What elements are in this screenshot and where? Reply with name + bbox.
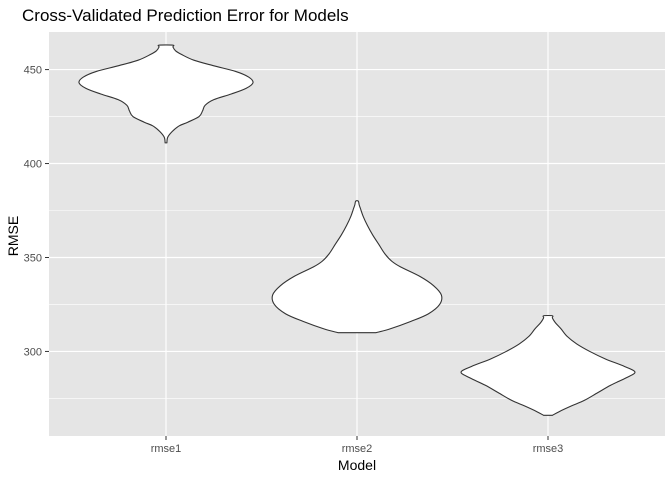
x-axis-title: Model xyxy=(338,457,376,473)
violin-rmse1 xyxy=(78,44,254,144)
x-tick-label-rmse3: rmse3 xyxy=(533,443,564,455)
y-tick-label: 400 xyxy=(24,159,42,171)
y-tick-label: 350 xyxy=(24,252,42,264)
x-tick-label-rmse2: rmse2 xyxy=(342,443,373,455)
y-axis: 300 350 400 450 xyxy=(24,65,49,358)
y-tick-label: 450 xyxy=(24,65,42,77)
violins xyxy=(78,44,636,416)
violin-rmse3 xyxy=(460,314,636,416)
chart-title: Cross-Validated Prediction Error for Mod… xyxy=(22,6,349,25)
x-axis: rmse1 rmse2 rmse3 xyxy=(151,436,564,455)
y-axis-title: RMSE xyxy=(5,216,21,256)
y-tick-label: 300 xyxy=(24,346,42,358)
x-tick-label-rmse1: rmse1 xyxy=(151,443,182,455)
violin-rmse2 xyxy=(271,200,443,334)
